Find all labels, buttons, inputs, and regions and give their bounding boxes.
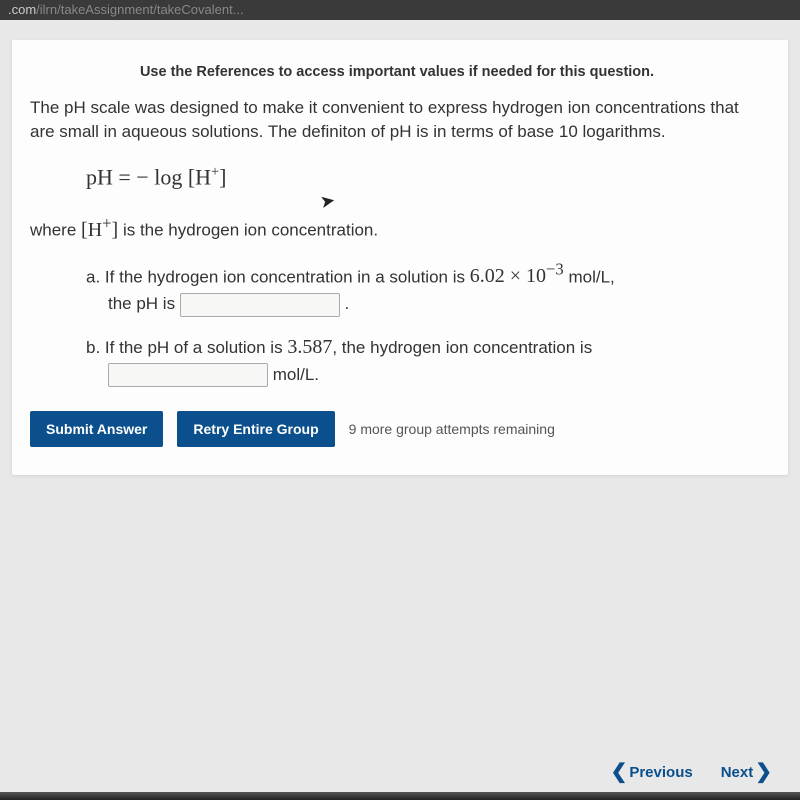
chevron-left-icon: ❮ (611, 762, 628, 782)
part-b: b. If the pH of a solution is 3.587, the… (86, 333, 764, 388)
part-a-value: 6.02 × 10−3 (470, 265, 564, 287)
part-a-input[interactable] (180, 293, 340, 317)
chevron-right-icon: ❯ (755, 762, 772, 782)
previous-button[interactable]: ❮ Previous (611, 762, 693, 782)
url-bar: .com/ilrn/takeAssignment/takeCovalent... (0, 0, 800, 20)
url-path: /ilrn/takeAssignment/takeCovalent... (36, 2, 243, 17)
ph-formula: pH = − log [H+] (86, 162, 764, 193)
where-line: where [H+] is the hydrogen ion concentra… (30, 211, 764, 244)
part-b-label: b. (86, 338, 100, 357)
part-b-input[interactable] (108, 363, 268, 387)
references-note: Use the References to access important v… (30, 62, 764, 82)
url-domain: .com (8, 2, 36, 17)
part-a-label: a. (86, 267, 100, 286)
submit-answer-button[interactable]: Submit Answer (30, 411, 163, 447)
part-a: a. If the hydrogen ion concentration in … (86, 258, 764, 317)
part-b-value: 3.587 (287, 336, 332, 358)
button-row: Submit Answer Retry Entire Group 9 more … (30, 411, 764, 447)
h-plus-symbol: [H+] (81, 219, 118, 241)
next-button[interactable]: Next ❯ (721, 762, 772, 782)
question-card: Use the References to access important v… (12, 40, 788, 475)
parts: a. If the hydrogen ion concentration in … (86, 258, 764, 388)
page-wrap: Use the References to access important v… (0, 20, 800, 800)
retry-group-button[interactable]: Retry Entire Group (177, 411, 334, 447)
footer-nav: ❮ Previous Next ❯ (611, 762, 772, 782)
bottom-edge (0, 792, 800, 800)
intro-text: The pH scale was designed to make it con… (30, 96, 764, 144)
attempts-remaining: 9 more group attempts remaining (349, 420, 555, 440)
